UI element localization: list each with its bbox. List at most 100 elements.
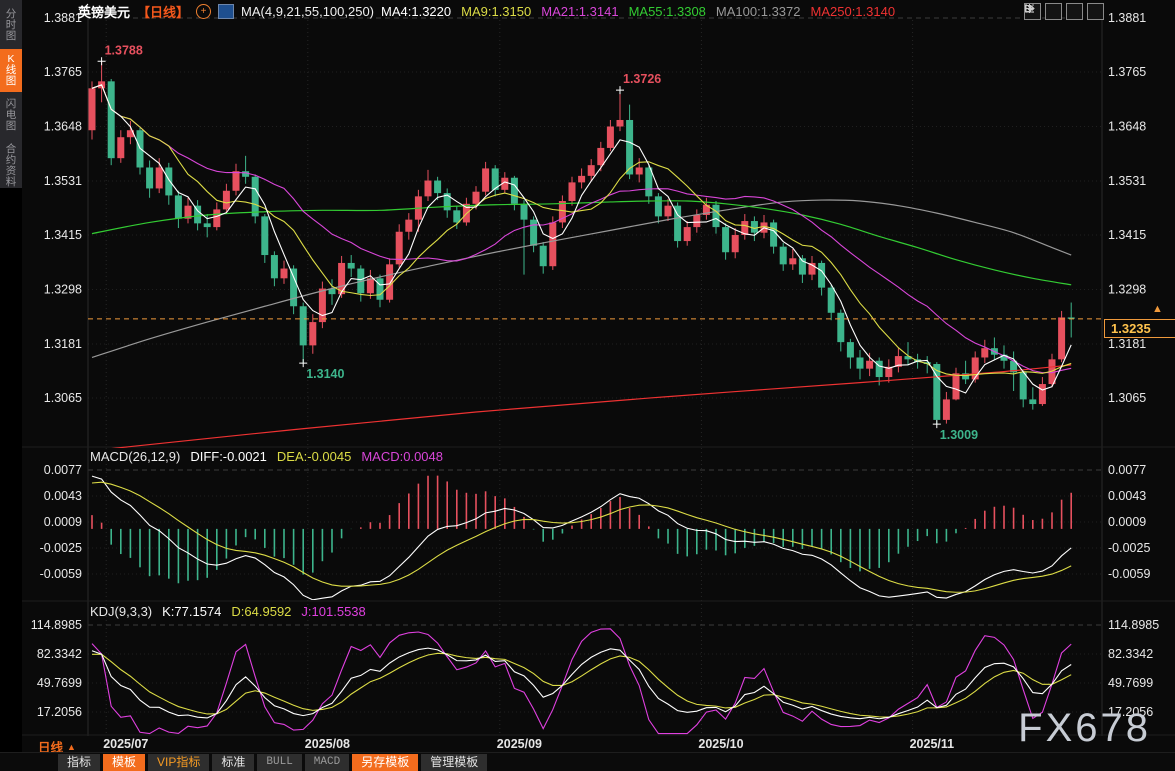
svg-text:1.3788: 1.3788 [105,43,143,57]
svg-text:1.3140: 1.3140 [306,367,344,381]
svg-text:1.3648: 1.3648 [44,120,82,134]
tab-label: 合约资料 [5,143,17,188]
macd-layer [91,475,1072,600]
kdj-panel-header: KDJ(9,3,3) K:77.1574 D:64.9592 J:101.5538 [90,604,376,620]
watermark: FX678 [1018,706,1151,750]
ma-params-label: MA(4,9,21,55,100,250) [241,3,375,19]
svg-text:49.7699: 49.7699 [37,676,82,690]
svg-text:1.3009: 1.3009 [940,428,978,442]
sidebar-tab-contract-info[interactable]: 合约资料 [0,139,22,193]
svg-text:82.3342: 82.3342 [37,647,82,661]
svg-text:17.2056: 17.2056 [1108,705,1153,719]
manage-template-button[interactable]: 管理模板 [421,753,488,771]
mini-chart-glyph [78,3,89,11]
bottom-toolbar: 指标 模板 VIP指标 标准 BULL MACD 另存模板 管理模板 [0,752,1175,771]
fit-right-axis-icon[interactable] [1025,3,1083,20]
macd-value-label: DEA:-0.0045 [276,449,352,464]
ma-value-label: MA9:1.3150 [461,3,532,19]
svg-text:1.3298: 1.3298 [1108,282,1146,296]
chart-toolbox [1024,3,1104,20]
svg-text:1.3181: 1.3181 [44,337,82,351]
svg-text:114.8985: 114.8985 [1108,618,1159,632]
svg-text:0.0009: 0.0009 [44,515,82,529]
svg-text:-0.0059: -0.0059 [1108,567,1150,581]
ma-value-label: MA4:1.3220 [381,3,452,19]
period-tag: 【日线】 [137,4,190,20]
macd-values: DIFF:-0.0021 DEA:-0.0045 MACD:0.0048 [190,449,453,465]
kdj-params-label: KDJ(9,3,3) [90,604,153,619]
svg-text:1.3415: 1.3415 [1108,228,1146,242]
gridlines: 2025/07 2025/08 2025/09 2025/10 2025/11 1.388… [22,11,1175,751]
fit-left-axis-icon[interactable] [1025,3,1062,20]
bull-button[interactable]: BULL [257,753,302,771]
svg-text:1.3765: 1.3765 [44,65,82,79]
svg-text:1.3065: 1.3065 [1108,391,1146,405]
svg-text:114.8985: 114.8985 [31,618,82,632]
standard-button[interactable]: 标准 [212,753,255,771]
sidebar-tab-kline-chart[interactable]: K线图 [0,49,22,92]
ma-value-label: MA250:1.3140 [810,3,896,19]
svg-text:1.3531: 1.3531 [44,174,82,188]
macd-panel-header: MACD(26,12,9) DIFF:-0.0021 DEA:-0.0045 MAC… [90,449,453,465]
svg-text:0.0043: 0.0043 [1108,489,1146,503]
svg-text:1.3181: 1.3181 [1108,337,1146,351]
svg-text:1.3881: 1.3881 [44,11,82,25]
svg-text:0.0077: 0.0077 [44,463,82,477]
svg-text:1.3726: 1.3726 [623,72,661,86]
export-chart-icon[interactable] [1025,3,1104,20]
ma-value-label: MA21:1.3141 [541,3,619,19]
macd-value-label: MACD:0.0048 [361,449,443,464]
macd-button[interactable]: MACD [304,753,350,771]
svg-text:49.7699: 49.7699 [1108,676,1153,690]
mini-chart-icon[interactable] [78,3,235,19]
candles-layer [88,61,1075,425]
svg-text:2025/10: 2025/10 [698,737,743,751]
chart-header: 英镑美元 【日线】 + MA(4,9,21,55,100,250) MA4:1.… [78,2,905,20]
svg-text:0.0077: 0.0077 [1108,463,1146,477]
svg-text:-0.0025: -0.0025 [40,541,82,555]
macd-params-label: MACD(26,12,9) [90,449,181,464]
ma-value-label: MA55:1.3308 [628,3,706,19]
kdj-value-label: J:101.5538 [301,604,366,619]
svg-text:1.3765: 1.3765 [1108,65,1146,79]
sidebar-tab-time-share-chart[interactable]: 分时图 [0,4,22,47]
svg-text:1.3415: 1.3415 [44,228,82,242]
ma-values: MA4:1.3220 MA9:1.3150 MA21:1.3141 MA55:1.33… [381,4,905,19]
period-selector[interactable]: 日线 ▲ [38,737,76,756]
kdj-values: K:77.1574 D:64.9592 J:101.5538 [162,604,376,620]
svg-text:1.3648: 1.3648 [1108,120,1146,134]
ma-overlays-layer [91,84,1072,448]
save-template-button[interactable]: 另存模板 [352,753,419,771]
svg-text:-0.0025: -0.0025 [1108,541,1150,555]
tab-label: 闪电图 [5,98,17,132]
svg-text:1.3298: 1.3298 [44,282,82,296]
svg-text:2025/09: 2025/09 [497,737,542,751]
kdj-value-label: K:77.1574 [162,604,222,619]
svg-text:-0.0059: -0.0059 [40,567,82,581]
svg-text:1.3531: 1.3531 [1108,174,1146,188]
period-arrow-icon: ▲ [67,741,76,752]
template-button[interactable]: 模板 [103,753,146,771]
tab-label: 分时图 [5,8,17,42]
svg-text:2025/08: 2025/08 [305,737,350,751]
vip-indicator-button[interactable]: VIP指标 [148,753,210,771]
current-price-tag: 1.3235 [1104,319,1175,338]
sidebar-panel [0,0,22,188]
ma-value-label: MA100:1.3372 [715,3,801,19]
period-label: 日线 [38,741,64,755]
tab-label: K线图 [5,53,17,87]
price-up-arrow-icon: ▲ [1152,303,1163,315]
symbol-title: 英镑美元 [78,4,131,20]
svg-text:2025/11: 2025/11 [910,737,955,751]
sidebar: 分时图 K线图 闪电图 合约资料 [0,0,22,771]
svg-text:0.0009: 0.0009 [1108,515,1146,529]
svg-text:1.3065: 1.3065 [44,391,82,405]
indicator-button[interactable]: 指标 [58,753,101,771]
kdj-layer [91,628,1072,735]
sidebar-tab-lightning-chart[interactable]: 闪电图 [0,94,22,137]
svg-text:0.0043: 0.0043 [44,489,82,503]
add-icon[interactable]: + [196,3,212,19]
svg-text:2025/07: 2025/07 [103,737,148,751]
